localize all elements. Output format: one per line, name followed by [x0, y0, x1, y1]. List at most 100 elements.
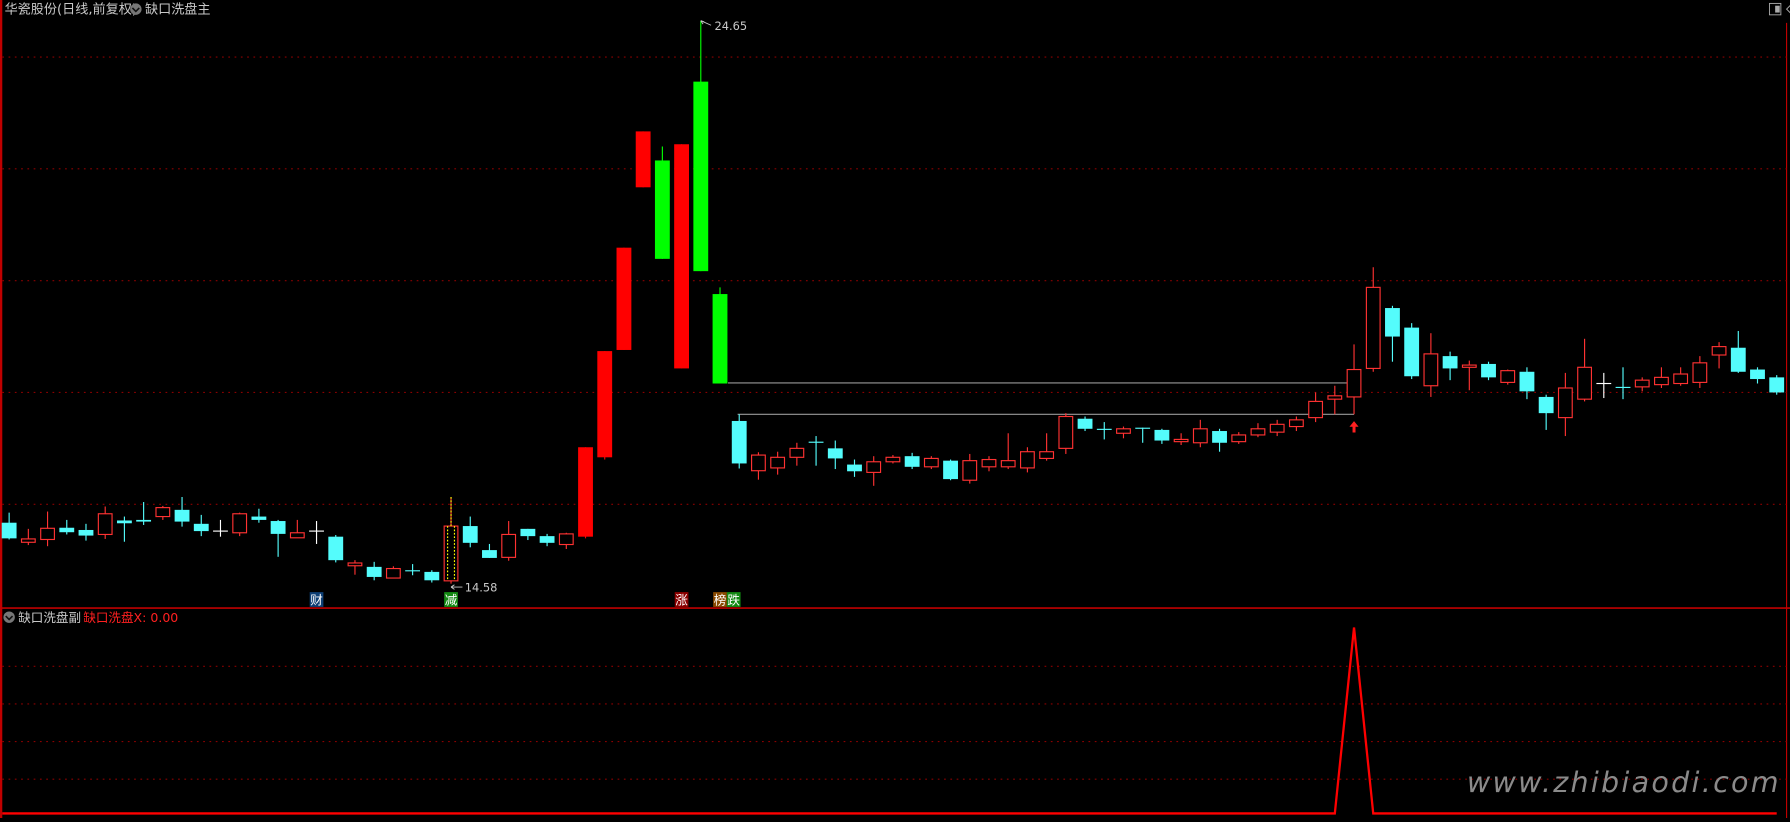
candle-body [289, 532, 305, 539]
candle-body [616, 247, 632, 350]
candle-body [1000, 460, 1016, 468]
candle [1769, 375, 1785, 395]
sub-indicator-menu-icon[interactable] [3, 611, 15, 623]
candle-body [366, 566, 382, 577]
candle-body [328, 536, 344, 561]
candle [1423, 333, 1439, 397]
candle [1116, 426, 1131, 439]
candle-body [1039, 451, 1055, 459]
candle [1577, 338, 1593, 402]
candle-body [962, 460, 978, 481]
candle [1634, 377, 1650, 392]
candle-body [520, 528, 536, 537]
candle [1673, 367, 1689, 386]
candle [923, 456, 939, 470]
candle [1615, 367, 1631, 400]
candle-body [578, 447, 593, 537]
candle [751, 452, 766, 480]
candle-body [847, 464, 862, 472]
candle-body [405, 570, 421, 572]
candle [539, 533, 555, 547]
candle-body [1519, 371, 1535, 392]
candle [501, 521, 517, 561]
candle [1000, 433, 1016, 470]
signal-labels: 财 减 涨 榜跌 [309, 592, 741, 608]
candle [558, 532, 574, 549]
indicator-menu-icon[interactable] [130, 3, 142, 15]
candle-body [155, 507, 171, 518]
candle [1500, 369, 1516, 385]
candle [1385, 305, 1400, 362]
candle [1173, 433, 1189, 446]
candle [1039, 433, 1055, 461]
candle-body [347, 562, 363, 567]
main-indicator-name[interactable]: 缺口洗盘主 [145, 1, 211, 18]
candle [232, 512, 248, 537]
candle-body [597, 351, 613, 458]
candle-body [1212, 431, 1227, 443]
candle-body [1077, 418, 1093, 429]
candle-body [1577, 366, 1593, 400]
candle-body [1154, 429, 1170, 441]
candle [462, 516, 478, 548]
buy-arrow-icon [1349, 421, 1359, 433]
candle-body [1231, 434, 1247, 443]
candle [674, 144, 690, 369]
candle [789, 442, 805, 466]
diamond-icon[interactable] [1785, 3, 1790, 14]
candle-body [1654, 376, 1669, 386]
candle [1538, 394, 1554, 430]
signal-tag-bg [674, 592, 689, 607]
signal-tag-text: 减 [445, 593, 458, 608]
high-price-annotation: 24.65 [700, 19, 747, 33]
signal-tag-text: 榜 [714, 593, 727, 608]
signal-tag-bg [713, 592, 727, 607]
svg-text:24.65: 24.65 [714, 19, 747, 33]
candle-body [1, 522, 17, 539]
candle [1404, 323, 1420, 380]
candle-body [654, 160, 670, 259]
candle [1346, 344, 1362, 415]
candle-body [1634, 379, 1650, 388]
watermark: www.zhibiaodi.com [1467, 766, 1781, 799]
sub-indicator-name[interactable]: 缺口洗盘副 [18, 610, 81, 625]
candle-body [943, 460, 958, 480]
candle [962, 453, 978, 484]
candle-body [1481, 363, 1496, 378]
candle [20, 528, 36, 546]
candle-body [885, 456, 901, 463]
candle [1442, 351, 1458, 381]
candle [1654, 367, 1669, 388]
candle [693, 20, 709, 272]
candle [270, 519, 286, 557]
candle [1308, 392, 1324, 423]
signal-tag-text: 财 [310, 593, 323, 608]
candle-body [1750, 369, 1765, 380]
candle-body [1269, 423, 1285, 433]
candle [1058, 413, 1074, 454]
candle-body [1385, 308, 1400, 337]
candle-body [40, 527, 55, 541]
candle-body [923, 457, 939, 468]
candle-body [1711, 346, 1727, 356]
candle [1250, 423, 1266, 438]
signal-tag-text: 涨 [675, 593, 688, 608]
candle-body [1308, 400, 1324, 419]
candle-body [674, 144, 690, 369]
up-arrow-shape [1349, 421, 1359, 433]
signal-tag-bg [726, 592, 741, 607]
candle [1596, 372, 1612, 399]
candle [366, 561, 382, 581]
candle [78, 523, 94, 541]
layout-toggle-icon[interactable] [1768, 2, 1782, 16]
candle [1692, 356, 1708, 388]
candle-body [1327, 395, 1343, 400]
candle [616, 247, 632, 350]
candle [289, 519, 305, 539]
candle [597, 351, 613, 460]
candle [1135, 427, 1151, 443]
candle-body [501, 533, 517, 558]
candle-body [1538, 396, 1554, 414]
